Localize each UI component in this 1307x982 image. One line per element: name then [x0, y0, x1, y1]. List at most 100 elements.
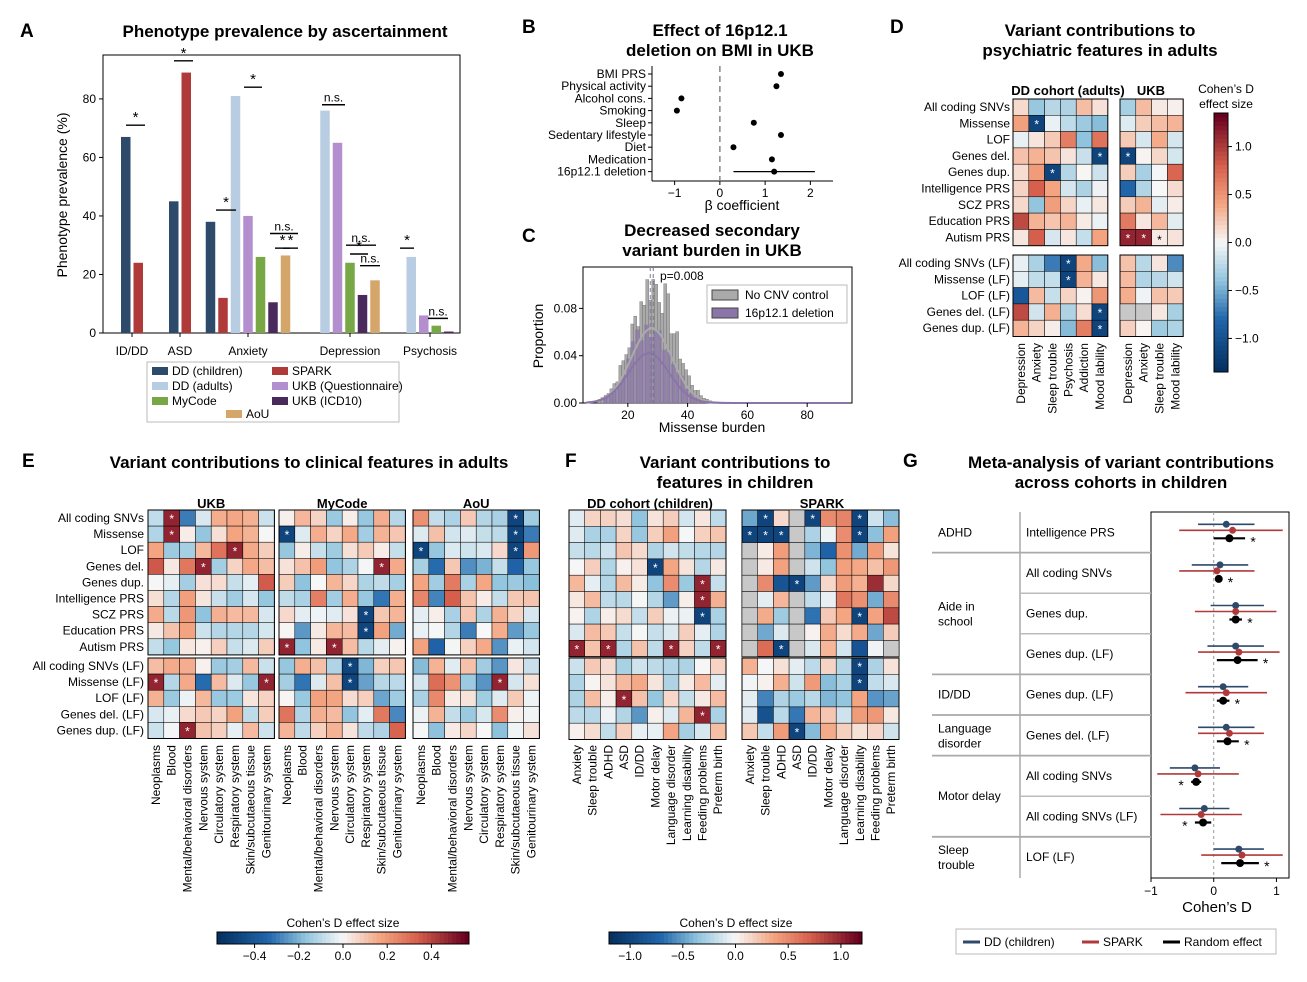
- legend-swatch: [272, 382, 288, 390]
- heatmap-d-na-cell: [1119, 303, 1137, 321]
- heatmap-f-cell: [631, 722, 648, 740]
- y-tick-label: Medication: [588, 152, 646, 166]
- colorbar-segment: [1214, 199, 1228, 205]
- heatmap-e-cell: [326, 541, 343, 559]
- heatmap-f-cell: [820, 690, 837, 708]
- heatmap-d-cell: [1012, 303, 1030, 321]
- point-estimate: [1232, 602, 1240, 609]
- heatmap-e-cell: [428, 638, 445, 656]
- heatmap-e-cell: [326, 657, 343, 675]
- colorbar-segment: [672, 932, 677, 944]
- heatmap-f-na-cell: [788, 607, 806, 625]
- heatmap-d-cell: [1060, 303, 1077, 321]
- heatmap-f-cell: [804, 542, 821, 560]
- heatmap-f-na-cell: [788, 558, 806, 576]
- heatmap-e-cell: [310, 541, 327, 559]
- colorbar-segment: [427, 932, 432, 944]
- heatmap-f-cell: [678, 574, 695, 592]
- colorbar-segment: [1214, 346, 1228, 351]
- panel-g-title: across cohorts in children: [1015, 473, 1228, 492]
- colorbar-segment: [718, 932, 724, 944]
- colorbar-segment: [1214, 220, 1228, 226]
- heatmap-d-cell: [1135, 147, 1152, 165]
- heatmap-f-cell: [820, 574, 837, 592]
- heatmap-d-cell: [1075, 196, 1093, 214]
- heatmap-e-cell: [491, 606, 509, 623]
- heatmap-f-cell: [820, 509, 837, 527]
- colorbar-segment: [845, 932, 850, 944]
- heatmap-f-cell: [867, 509, 884, 527]
- heatmap-e-cell: [310, 509, 327, 527]
- heatmap-e-cell: [242, 525, 259, 543]
- heatmap-f-cell: [694, 542, 711, 560]
- heatmap-e-cell: [210, 722, 228, 739]
- heatmap-e-cell: [475, 657, 493, 675]
- heatmap-d-cell: [1075, 180, 1093, 198]
- colorbar-tick-label: −0.5: [1235, 283, 1259, 297]
- y-axis-label: Phenotype prevalence (%): [54, 113, 70, 278]
- point-estimate: [1225, 534, 1234, 543]
- heatmap-f-cell: [804, 690, 821, 708]
- colorbar-segment: [1214, 315, 1228, 321]
- colorbar-segment: [651, 932, 656, 944]
- heatmap-e-cell: [163, 638, 180, 656]
- heatmap-d-cell: [1151, 115, 1168, 132]
- heatmap-e-star: *: [513, 528, 518, 542]
- heatmap-f-cell: [647, 640, 664, 657]
- column-label: ADHD: [601, 745, 615, 779]
- heatmap-e-cell: [357, 558, 375, 575]
- row-label: Missense (LF): [68, 675, 144, 689]
- heatmap-d-cell: [1091, 131, 1109, 149]
- heatmap-f-cell: [710, 722, 727, 740]
- heatmap-d-cell: [1135, 196, 1152, 214]
- heatmap-f-star: *: [575, 643, 580, 657]
- heatmap-e-cell: [507, 590, 524, 607]
- heatmap-e-cell: [444, 541, 461, 559]
- plot-frame: [1150, 511, 1290, 879]
- histogram-bar-deletion: [684, 388, 689, 403]
- variant-label: All coding SNVs: [1026, 769, 1112, 783]
- heatmap-e-cell: [475, 622, 493, 640]
- heatmap-e-cell: [242, 590, 259, 607]
- heatmap-f-cell: [741, 722, 758, 740]
- heatmap-f-cell: [694, 674, 711, 691]
- heatmap-e-cell: [523, 509, 540, 527]
- heatmap-f-star: *: [700, 594, 705, 608]
- colorbar-segment: [313, 932, 319, 944]
- colorbar-segment: [794, 932, 800, 944]
- histogram-bar-deletion: [644, 324, 649, 403]
- colorbar-segment: [448, 932, 453, 944]
- heatmap-d-cell: [1075, 303, 1093, 321]
- row-label: Missense (LF): [934, 272, 1010, 286]
- heatmap-d-cell: [1060, 147, 1077, 165]
- heatmap-d-cell: [1060, 196, 1077, 214]
- heatmap-e-cell: [444, 606, 461, 623]
- colorbar-segment: [385, 932, 390, 944]
- heatmap-f-cell: [631, 706, 648, 724]
- heatmap-e-cell: [444, 590, 461, 607]
- heatmap-f-cell: [600, 706, 617, 724]
- heatmap-e-cell: [523, 558, 540, 575]
- x-tick-label: 2: [807, 186, 814, 200]
- heatmap-f-cell: [820, 607, 837, 625]
- row-label: SCZ PRS: [92, 608, 144, 622]
- heatmap-f-na-cell: [788, 591, 806, 609]
- heatmap-d-cell: [1135, 319, 1152, 337]
- heatmap-e-cell: [210, 590, 228, 607]
- heatmap-e-cell: [195, 509, 212, 527]
- heatmap-e-cell: [357, 706, 375, 723]
- heatmap-d-cell: [1060, 271, 1077, 288]
- significance-star: *: [1247, 615, 1253, 631]
- heatmap-d-cell: [1028, 229, 1045, 246]
- heatmap-f-cell: [883, 607, 900, 625]
- heatmap-e-cell: [326, 509, 343, 527]
- histogram-bar-deletion: [657, 330, 662, 403]
- panel-c-title: Decreased secondary: [624, 221, 800, 240]
- heatmap-e-cell: [412, 606, 430, 623]
- point-estimate: [1235, 845, 1243, 853]
- heatmap-f-cell: [883, 706, 900, 724]
- heatmap-d-cell: [1044, 319, 1061, 337]
- heatmap-e-cell: [242, 722, 259, 739]
- heatmap-e-cell: [373, 722, 390, 739]
- point-estimate: [1219, 683, 1227, 691]
